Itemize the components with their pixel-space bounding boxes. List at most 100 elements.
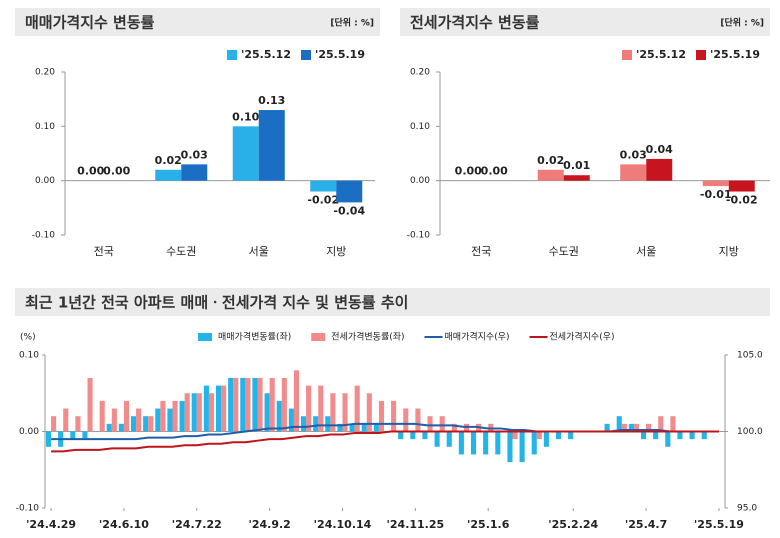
bar (689, 431, 695, 440)
bar (330, 393, 336, 432)
bar (620, 164, 647, 181)
bar (439, 416, 445, 432)
bar (451, 423, 457, 432)
legend-label: '25.5.12 (241, 48, 291, 61)
bar (118, 423, 124, 432)
bar (604, 423, 610, 432)
bar (306, 385, 312, 432)
bar (336, 180, 363, 203)
bar (203, 385, 209, 432)
bar (276, 400, 282, 432)
bar (434, 431, 440, 447)
y2-tick-label: 105.0 (737, 351, 763, 361)
bar (75, 416, 81, 432)
value-label: 0.00 (455, 165, 482, 178)
y-tick-label: 0.00 (35, 176, 55, 186)
bar (495, 431, 501, 455)
bar (373, 423, 379, 432)
bar (136, 408, 142, 432)
bar (240, 377, 246, 432)
x-tick-label: '25.1.6 (467, 518, 510, 531)
bar (349, 423, 355, 432)
bar (313, 416, 319, 432)
bar (269, 377, 275, 432)
bar (633, 423, 640, 432)
legend-swatch (622, 50, 632, 60)
legend-swatch (227, 50, 237, 60)
x-tick-label: 전국 (471, 245, 491, 258)
x-tick-label: 전국 (94, 245, 114, 258)
chart-title: 매매가격지수 변동률 (25, 14, 155, 32)
line (51, 430, 719, 453)
bar (670, 416, 676, 432)
bar (45, 431, 52, 447)
x-tick-label: '24.9.2 (248, 518, 290, 531)
bar (507, 431, 513, 463)
bar (366, 393, 372, 432)
bar (354, 385, 360, 432)
unit-label: [단위 : %] (720, 17, 764, 29)
value-label: -0.02 (726, 194, 758, 207)
x-tick-label: '24.11.25 (387, 518, 445, 531)
bar (483, 431, 489, 455)
bar (181, 164, 208, 181)
bar (318, 385, 324, 432)
bar (543, 431, 549, 447)
bar (87, 377, 93, 432)
bar (123, 400, 130, 432)
value-label: 0.00 (103, 165, 130, 178)
bar (143, 416, 149, 432)
bar (470, 431, 477, 455)
bar (563, 175, 590, 181)
x-tick-label: '25.2.24 (548, 518, 598, 531)
x-tick-label: '24.7.22 (172, 518, 222, 531)
bar (196, 393, 202, 432)
x-tick-label: '25.5.19 (694, 518, 744, 531)
y2-tick-label: 95.0 (737, 504, 757, 514)
bar (537, 169, 564, 181)
bar (233, 377, 239, 432)
value-label: 0.10 (232, 110, 259, 123)
bar (427, 416, 433, 432)
bar (337, 423, 343, 432)
y-tick-label: 0.10 (410, 122, 430, 132)
bar (155, 169, 182, 181)
legend-label: 매매가격지수(우) (445, 331, 510, 343)
x-tick-label: 지방 (326, 245, 346, 258)
bar (191, 393, 197, 432)
legend-swatch (301, 50, 311, 60)
bar (106, 423, 112, 432)
bar (148, 416, 154, 432)
value-label: 0.01 (563, 159, 590, 172)
bar (665, 431, 671, 447)
bar (415, 408, 421, 432)
bar (184, 393, 190, 432)
bar (361, 423, 367, 432)
value-label: 0.13 (258, 94, 285, 107)
value-label: -0.01 (700, 188, 732, 201)
y2-tick-label: 100.0 (737, 427, 763, 437)
bar (702, 180, 729, 187)
bar (640, 431, 647, 440)
bar (628, 423, 634, 432)
bar (300, 416, 307, 432)
bar (221, 385, 227, 432)
value-label: 0.02 (537, 154, 564, 167)
value-label: -0.02 (307, 194, 339, 207)
bar (677, 431, 683, 440)
bar (458, 431, 464, 455)
x-tick-label: 서울 (636, 245, 656, 258)
value-label: 0.03 (181, 148, 208, 161)
bar (378, 400, 385, 432)
x-tick-label: '25.4.7 (625, 518, 667, 531)
bar (621, 423, 627, 432)
x-tick-label: 수도권 (166, 245, 196, 258)
bar (179, 400, 185, 432)
bar (342, 393, 348, 432)
bar (555, 431, 562, 440)
unit-label: [단위 : %] (330, 17, 374, 29)
bar (167, 408, 173, 432)
bar (228, 377, 234, 432)
legend-label: '25.5.19 (315, 48, 365, 61)
